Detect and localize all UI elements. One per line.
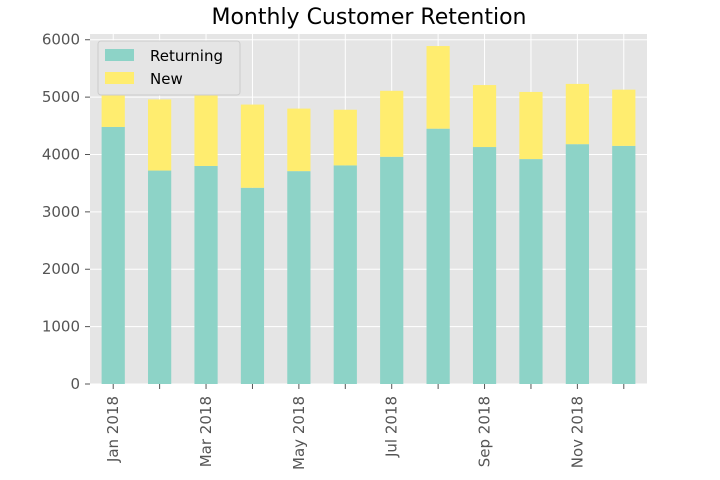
bar-new-0 — [101, 89, 125, 127]
bar-new-3 — [240, 104, 265, 188]
legend-label-new: New — [150, 70, 183, 88]
bar-new-7 — [426, 46, 450, 129]
bar-returning-3 — [240, 187, 265, 384]
legend: Returning New — [97, 40, 241, 96]
y-tick-label-4: 4000 — [42, 145, 80, 163]
bar-new-9 — [519, 91, 543, 160]
bar-returning-4 — [287, 171, 311, 384]
chart-title: Monthly Customer Retention — [211, 5, 526, 30]
bar-returning-11 — [612, 145, 636, 384]
legend-label-returning: Returning — [150, 47, 223, 65]
y-tick-label-0: 0 — [70, 375, 80, 393]
bar-returning-2 — [194, 165, 218, 384]
bar-returning-6 — [380, 156, 404, 384]
legend-swatch-new — [105, 72, 134, 84]
x-tick-label-6: Jul 2018 — [383, 396, 401, 458]
y-tick-label-5: 5000 — [42, 88, 80, 106]
bar-new-10 — [565, 83, 589, 145]
bar-new-4 — [287, 108, 311, 172]
x-tick-label-4: May 2018 — [290, 396, 308, 470]
legend-swatch-returning — [105, 49, 134, 61]
bar-new-1 — [148, 99, 172, 171]
bar-returning-9 — [519, 159, 543, 384]
bar-returning-10 — [565, 144, 589, 384]
bar-new-6 — [380, 90, 404, 157]
x-tick-label-2: Mar 2018 — [197, 396, 215, 467]
bar-returning-5 — [333, 165, 357, 384]
bar-new-8 — [472, 85, 497, 148]
bar-new-2 — [194, 94, 218, 166]
y-tick-label-6: 6000 — [42, 31, 80, 49]
y-tick-label-1: 1000 — [42, 318, 80, 336]
x-tick-label-10: Nov 2018 — [568, 396, 586, 468]
x-tick-label-8: Sep 2018 — [476, 396, 494, 467]
y-tick-label-2: 2000 — [42, 260, 80, 278]
bar-returning-8 — [472, 147, 497, 384]
y-tick-label-3: 3000 — [42, 203, 80, 221]
x-tick-label-0: Jan 2018 — [104, 396, 122, 463]
bar-new-5 — [333, 109, 357, 166]
axes: 0 1000 2000 3000 4000 5000 6000 Jan 2018 Mar 201… — [42, 31, 625, 470]
bar-returning-0 — [101, 126, 125, 385]
bar-returning-7 — [426, 128, 450, 384]
bars — [101, 46, 636, 385]
bar-returning-1 — [148, 170, 172, 384]
bar-new-11 — [612, 89, 636, 146]
